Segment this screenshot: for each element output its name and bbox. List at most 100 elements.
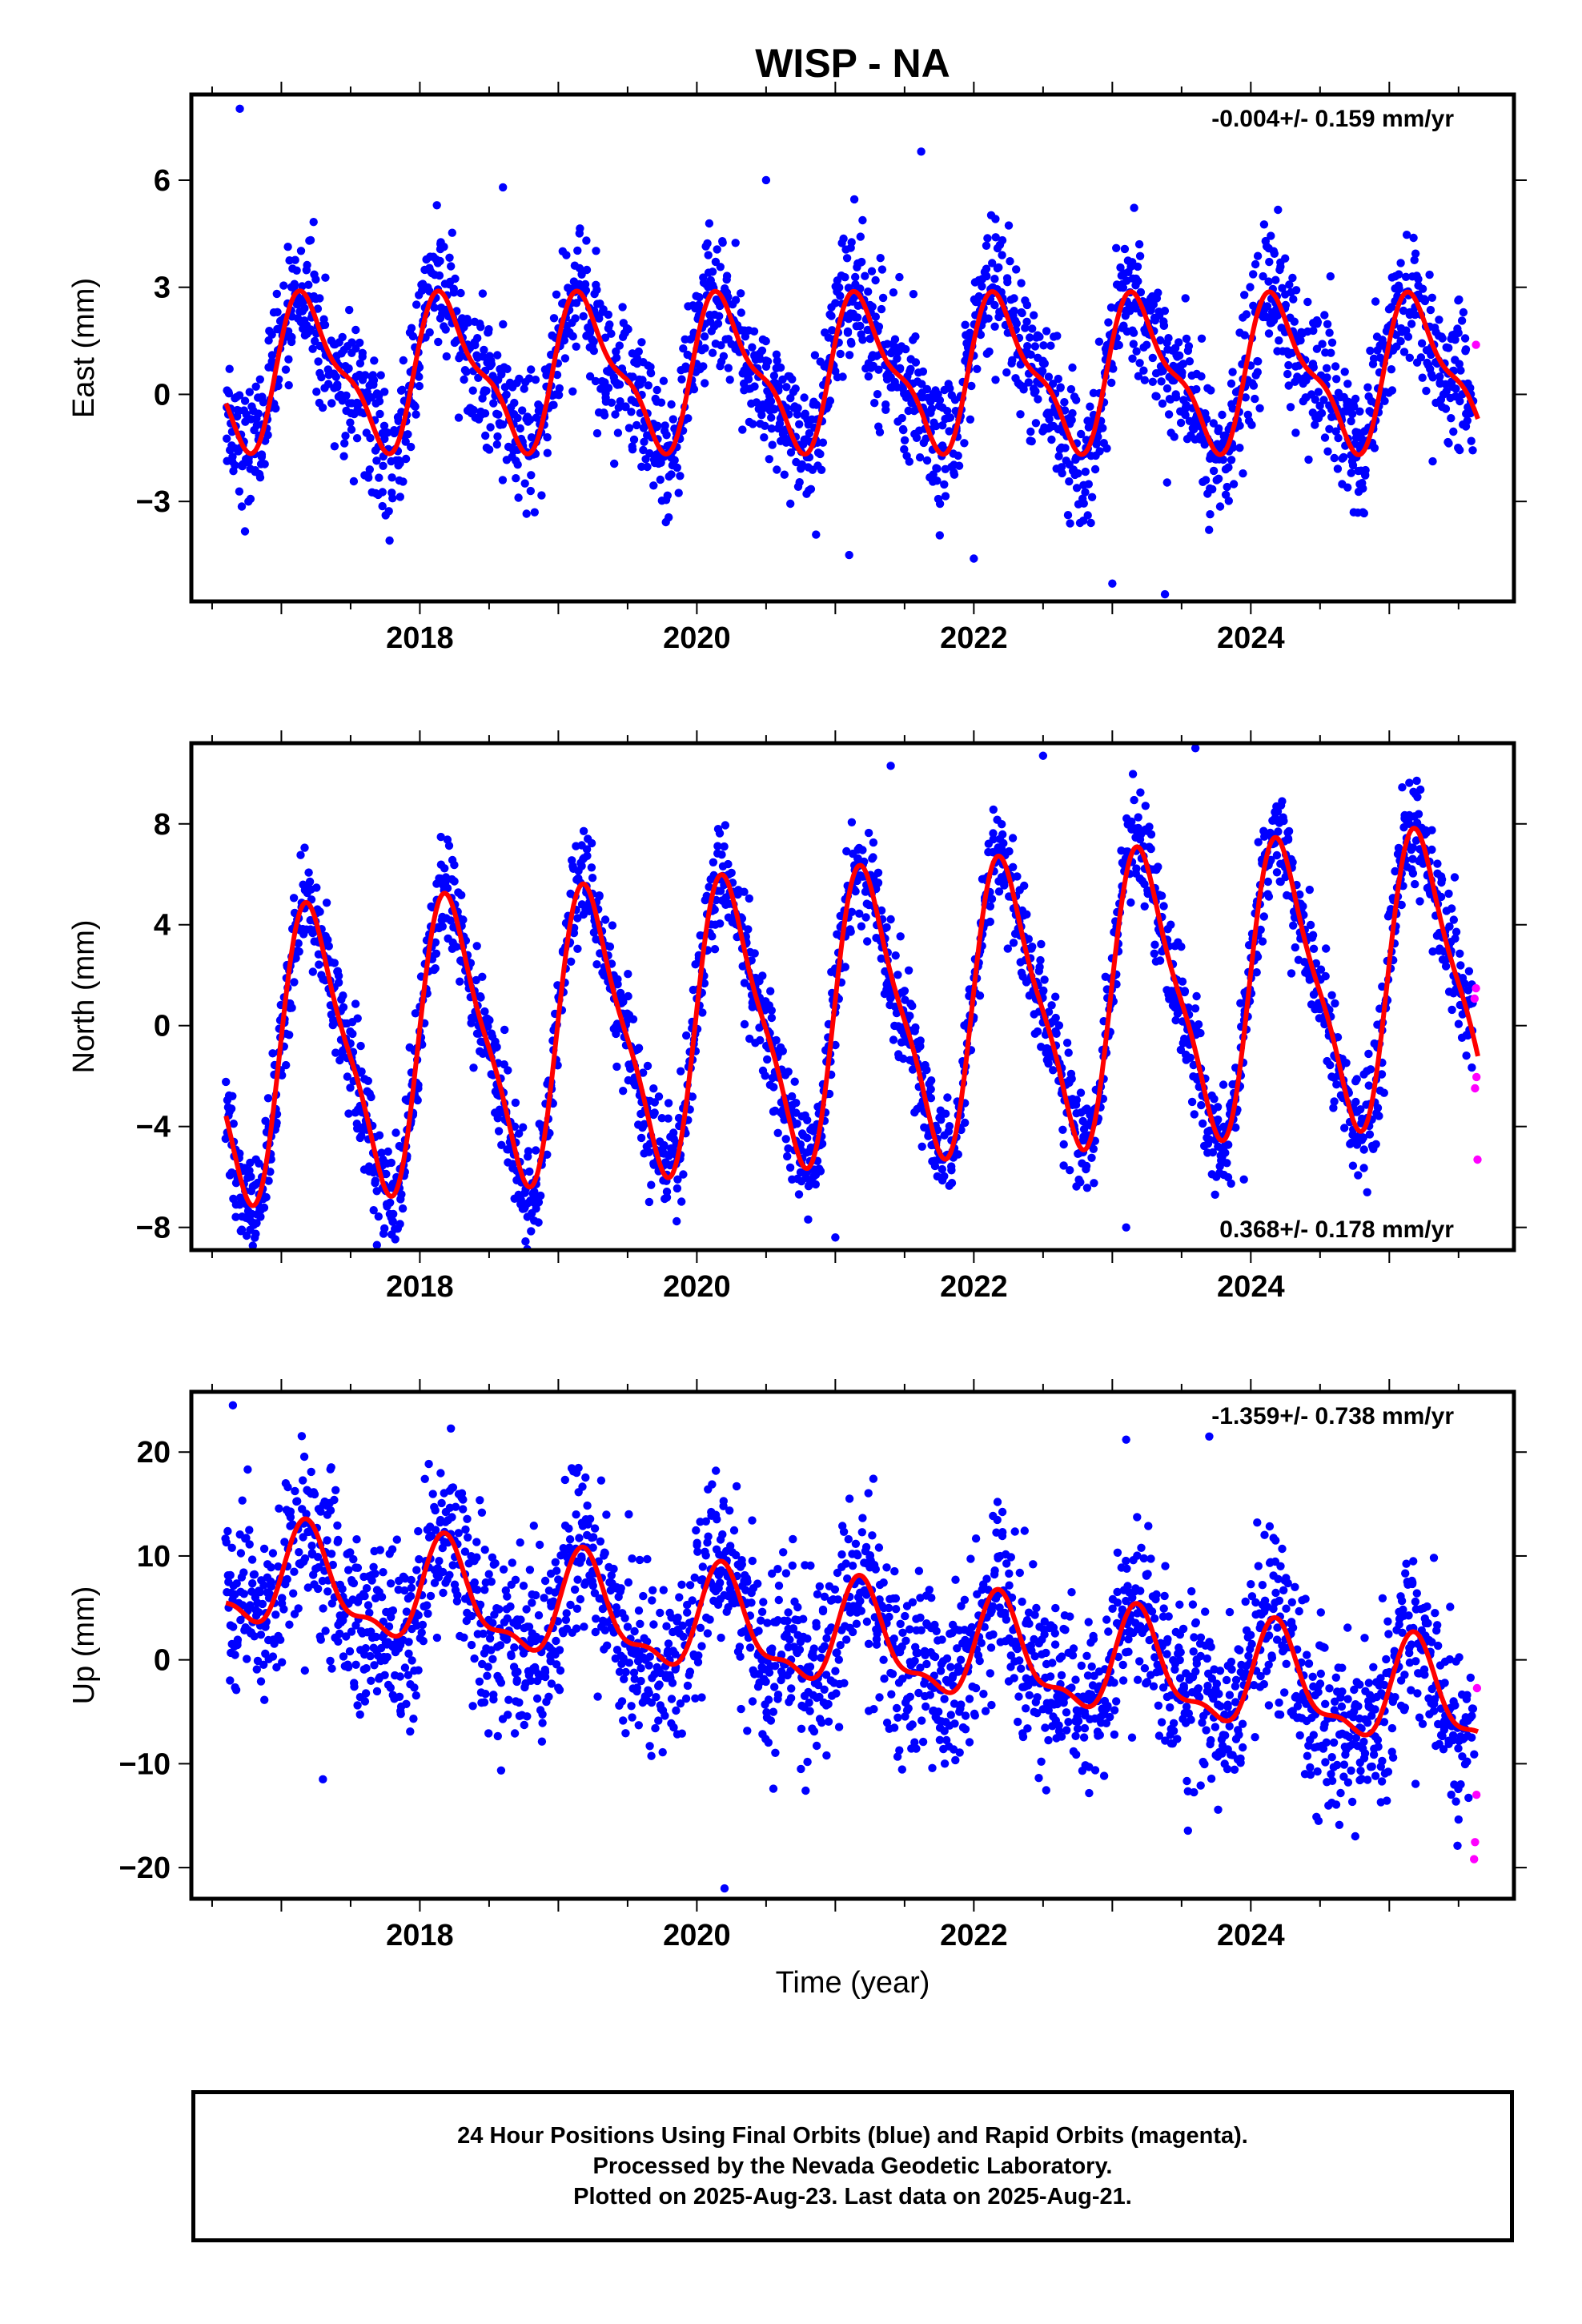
final-orbit-point bbox=[773, 1128, 782, 1138]
final-orbit-point bbox=[1002, 274, 1012, 283]
final-orbit-point bbox=[871, 275, 880, 285]
final-orbit-point bbox=[662, 1187, 672, 1196]
final-orbit-point bbox=[287, 1003, 296, 1012]
final-orbit-point bbox=[810, 351, 820, 360]
final-orbit-point bbox=[1311, 395, 1320, 404]
final-orbit-point bbox=[873, 868, 883, 878]
final-orbit-point bbox=[1326, 1060, 1335, 1070]
final-orbit-point bbox=[1012, 265, 1021, 274]
final-orbit-point bbox=[388, 1217, 397, 1226]
final-orbit-point bbox=[1178, 977, 1187, 986]
final-orbit-point bbox=[656, 398, 666, 407]
final-orbit-point bbox=[1191, 1004, 1200, 1013]
final-orbit-point bbox=[1288, 273, 1297, 283]
final-orbit-point bbox=[1380, 396, 1389, 405]
final-orbit-point bbox=[1098, 424, 1107, 432]
final-orbit-point bbox=[327, 399, 336, 408]
final-orbit-point bbox=[450, 860, 459, 870]
final-orbit-point bbox=[793, 1120, 801, 1128]
final-orbit-point bbox=[309, 218, 318, 227]
final-orbit-point bbox=[1456, 396, 1464, 406]
final-orbit-point bbox=[300, 1554, 310, 1563]
final-orbit-point bbox=[1427, 826, 1436, 834]
final-orbit-point bbox=[773, 356, 781, 365]
final-orbit-point bbox=[1246, 283, 1255, 292]
final-orbit-point bbox=[1026, 333, 1034, 342]
final-orbit-point bbox=[715, 829, 725, 838]
final-orbit-point bbox=[1177, 943, 1186, 951]
final-orbit-point bbox=[489, 399, 498, 408]
final-orbit-point bbox=[643, 1061, 652, 1071]
final-orbit-point bbox=[530, 1187, 539, 1196]
final-orbit-point bbox=[519, 1123, 528, 1132]
final-orbit-point bbox=[251, 382, 260, 391]
final-orbit-point bbox=[911, 332, 920, 341]
final-orbit-point bbox=[1051, 1013, 1060, 1023]
final-orbit-point bbox=[407, 324, 416, 332]
final-orbit-point bbox=[1059, 1140, 1068, 1149]
final-orbit-point bbox=[304, 280, 313, 289]
final-orbit-point bbox=[320, 320, 330, 329]
final-orbit-point bbox=[662, 431, 671, 440]
final-orbit-point bbox=[817, 465, 826, 474]
final-orbit-point bbox=[1094, 337, 1104, 346]
final-orbit-point bbox=[904, 966, 913, 975]
final-orbit-point bbox=[998, 830, 1007, 839]
final-orbit-point bbox=[915, 453, 925, 462]
final-orbit-point bbox=[628, 372, 637, 381]
final-orbit-point bbox=[1417, 339, 1427, 348]
final-orbit-point bbox=[858, 215, 867, 225]
final-orbit-point bbox=[1259, 912, 1269, 921]
final-orbit-point bbox=[640, 1120, 649, 1128]
final-orbit-point bbox=[1331, 362, 1340, 371]
final-orbit-point bbox=[1181, 404, 1191, 412]
final-orbit-point bbox=[689, 384, 699, 394]
final-orbit-point bbox=[1021, 324, 1030, 332]
final-orbit-point bbox=[291, 255, 299, 264]
final-orbit-point bbox=[886, 915, 895, 924]
final-orbit-point bbox=[721, 821, 730, 830]
final-orbit-point bbox=[369, 376, 379, 384]
final-orbit-point bbox=[724, 859, 733, 869]
final-orbit-point bbox=[1340, 368, 1349, 376]
final-orbit-point bbox=[363, 1076, 372, 1086]
final-orbit-point bbox=[1047, 435, 1056, 444]
final-orbit-point bbox=[1323, 320, 1332, 328]
final-orbit-point bbox=[629, 435, 639, 444]
final-orbit-point bbox=[1120, 244, 1130, 254]
final-orbit-point bbox=[587, 863, 596, 872]
final-orbit-point bbox=[1422, 386, 1431, 396]
final-orbit-point bbox=[549, 314, 559, 323]
final-orbit-point bbox=[484, 445, 494, 454]
final-orbit-point bbox=[716, 887, 725, 895]
final-orbit-point bbox=[267, 330, 276, 339]
final-orbit-point bbox=[296, 850, 305, 859]
final-orbit-point bbox=[688, 1092, 697, 1101]
final-orbit-point bbox=[552, 370, 562, 380]
final-orbit-point bbox=[720, 842, 729, 851]
final-orbit-point bbox=[330, 959, 339, 967]
final-orbit-point bbox=[1112, 243, 1121, 252]
final-orbit-point bbox=[940, 480, 949, 489]
final-orbit-point bbox=[588, 874, 597, 883]
final-orbit-point bbox=[640, 437, 648, 446]
final-orbit-point bbox=[450, 877, 459, 886]
final-orbit-point bbox=[1321, 971, 1330, 981]
final-orbit-point bbox=[773, 465, 781, 474]
final-orbit-point bbox=[1016, 360, 1026, 369]
final-orbit-point bbox=[873, 390, 882, 399]
final-orbit-point bbox=[1343, 380, 1352, 388]
final-orbit-point bbox=[1039, 986, 1048, 995]
final-orbit-point bbox=[1071, 1100, 1081, 1109]
final-orbit-point bbox=[1095, 447, 1104, 456]
final-orbit-point bbox=[674, 489, 683, 497]
final-orbit-point bbox=[1411, 310, 1419, 320]
outlier-point bbox=[499, 183, 508, 192]
final-orbit-point bbox=[858, 846, 867, 854]
final-orbit-point bbox=[1365, 1130, 1375, 1139]
final-orbit-point bbox=[284, 380, 293, 390]
final-orbit-point bbox=[272, 289, 281, 299]
final-orbit-point bbox=[552, 290, 561, 299]
final-orbit-point bbox=[961, 320, 970, 329]
final-orbit-point bbox=[271, 404, 280, 413]
